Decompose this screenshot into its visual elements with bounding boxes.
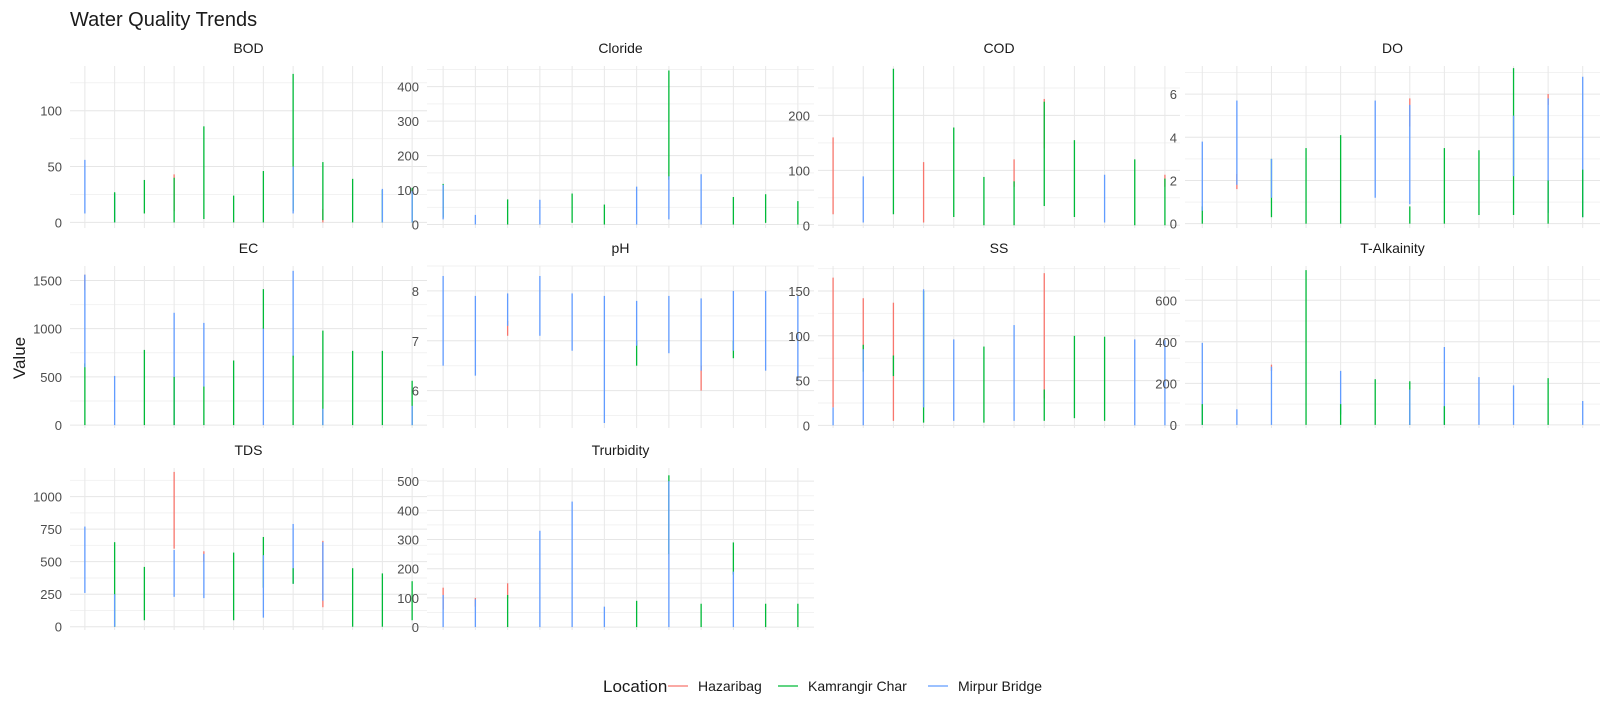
y-tick-label: 250	[40, 587, 62, 602]
y-tick-label: 1000	[33, 490, 62, 505]
y-tick-label: 750	[40, 522, 62, 537]
y-tick-label: 4	[1170, 130, 1177, 145]
y-tick-label: 100	[40, 104, 62, 119]
y-tick-label: 200	[788, 108, 810, 123]
y-tick-label: 1500	[33, 273, 62, 288]
y-tick-label: 1000	[33, 322, 62, 337]
legend-title: Location	[603, 677, 667, 696]
panel-title: Cloride	[598, 40, 643, 56]
panel-title: Trurbidity	[592, 442, 650, 458]
y-tick-label: 400	[397, 80, 419, 95]
y-tick-label: 2	[1170, 173, 1177, 188]
y-tick-label: 6	[412, 384, 419, 399]
y-tick-label: 600	[1155, 293, 1177, 308]
panel-title: DO	[1382, 40, 1403, 56]
chart-title: Water Quality Trends	[70, 9, 257, 31]
panel-t-alkainity: T-Alkainity 0 200 400 600	[1155, 240, 1600, 433]
y-tick-label: 0	[1170, 217, 1177, 232]
y-tick-label: 300	[397, 114, 419, 129]
y-tick-label: 0	[55, 215, 62, 230]
y-axis-label: Value	[10, 337, 29, 379]
y-tick-label: 100	[788, 329, 810, 344]
y-tick-label: 0	[803, 218, 810, 233]
y-tick-label: 200	[1155, 376, 1177, 391]
y-tick-label: 500	[40, 555, 62, 570]
y-tick-label: 0	[1170, 418, 1177, 433]
panel-bod: BOD 0 50 100	[40, 40, 427, 230]
y-tick-label: 300	[397, 533, 419, 548]
y-tick-label: 0	[412, 218, 419, 233]
panel-title: EC	[239, 240, 258, 256]
panel-ec: EC 0 500 1000 1500	[33, 240, 427, 433]
panel-title: COD	[983, 40, 1014, 56]
panel-trurbidity: Trurbidity 0 100 200 300 400 500	[397, 442, 814, 635]
panel-title: T-Alkainity	[1360, 240, 1425, 256]
y-tick-label: 500	[397, 474, 419, 489]
y-tick-label: 50	[48, 160, 62, 175]
y-tick-label: 0	[55, 620, 62, 635]
y-tick-label: 6	[1170, 87, 1177, 102]
y-tick-label: 0	[803, 418, 810, 433]
panel-do: DO 0 2 4 6	[1170, 40, 1600, 232]
panel-title: pH	[612, 240, 630, 256]
panel-title: SS	[990, 240, 1009, 256]
y-tick-label: 400	[1155, 335, 1177, 350]
panel-ss: SS 0 50 100 150	[788, 240, 1180, 433]
y-tick-label: 500	[40, 370, 62, 385]
y-tick-label: 7	[412, 334, 419, 349]
y-tick-label: 8	[412, 284, 419, 299]
y-tick-label: 100	[397, 183, 419, 198]
facet-panels: BOD050100Cloride0100200300400COD0100200D…	[33, 40, 1600, 635]
y-tick-label: 150	[788, 284, 810, 299]
legend-label: Hazaribag	[698, 678, 762, 694]
y-tick-label: 0	[412, 620, 419, 635]
y-tick-label: 100	[788, 163, 810, 178]
legend-label: Kamrangir Char	[808, 678, 907, 694]
legend: Location Hazaribag Kamrangir Char Mirpur B…	[603, 677, 1042, 696]
y-tick-label: 400	[397, 503, 419, 518]
panel-cod: COD 0 100 200	[788, 40, 1180, 233]
y-tick-label: 100	[397, 591, 419, 606]
panel-title: BOD	[233, 40, 263, 56]
legend-label: Mirpur Bridge	[958, 678, 1042, 694]
panel-title: TDS	[235, 442, 263, 458]
y-tick-label: 0	[55, 418, 62, 433]
panel-ph: pH 6 7 8	[412, 240, 814, 428]
y-tick-label: 200	[397, 562, 419, 577]
y-tick-label: 50	[796, 374, 810, 389]
y-tick-label: 200	[397, 149, 419, 164]
panel-cloride: Cloride 0 100 200 300 400	[397, 40, 814, 233]
